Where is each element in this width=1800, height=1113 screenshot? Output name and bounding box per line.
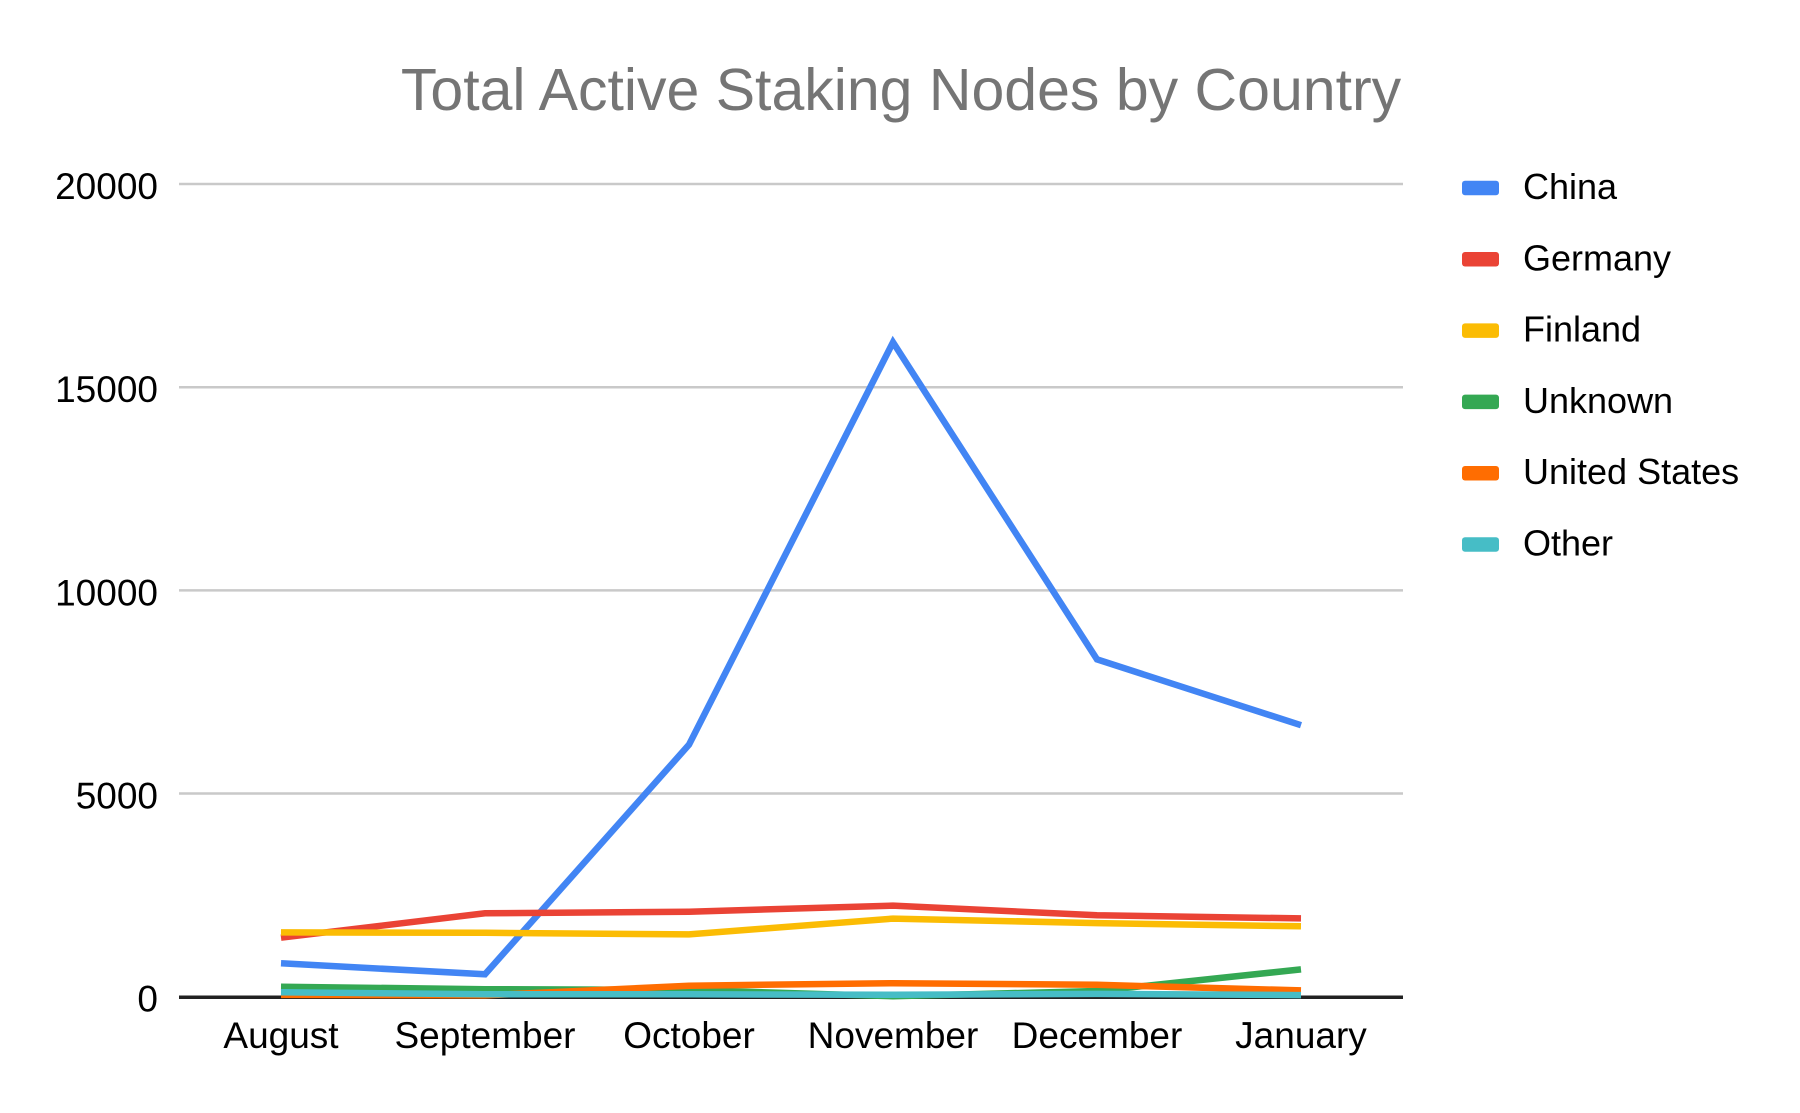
- svg-text:5000: 5000: [76, 776, 158, 817]
- svg-text:January: January: [1235, 1015, 1367, 1056]
- svg-text:10000: 10000: [55, 572, 158, 613]
- svg-text:Other: Other: [1523, 523, 1613, 564]
- svg-text:October: October: [623, 1015, 755, 1056]
- svg-text:December: December: [1012, 1015, 1183, 1056]
- svg-text:0: 0: [137, 979, 158, 1020]
- svg-text:China: China: [1523, 166, 1618, 207]
- svg-text:Total Active Staking Nodes by: Total Active Staking Nodes by Country: [401, 57, 1402, 123]
- svg-text:15000: 15000: [55, 369, 158, 410]
- svg-text:United States: United States: [1523, 451, 1739, 492]
- svg-text:Finland: Finland: [1523, 309, 1641, 350]
- svg-text:20000: 20000: [55, 166, 158, 207]
- svg-text:September: September: [395, 1015, 576, 1056]
- svg-text:Germany: Germany: [1523, 237, 1671, 278]
- svg-text:November: November: [808, 1015, 979, 1056]
- svg-text:Unknown: Unknown: [1523, 380, 1673, 421]
- svg-text:August: August: [223, 1015, 339, 1056]
